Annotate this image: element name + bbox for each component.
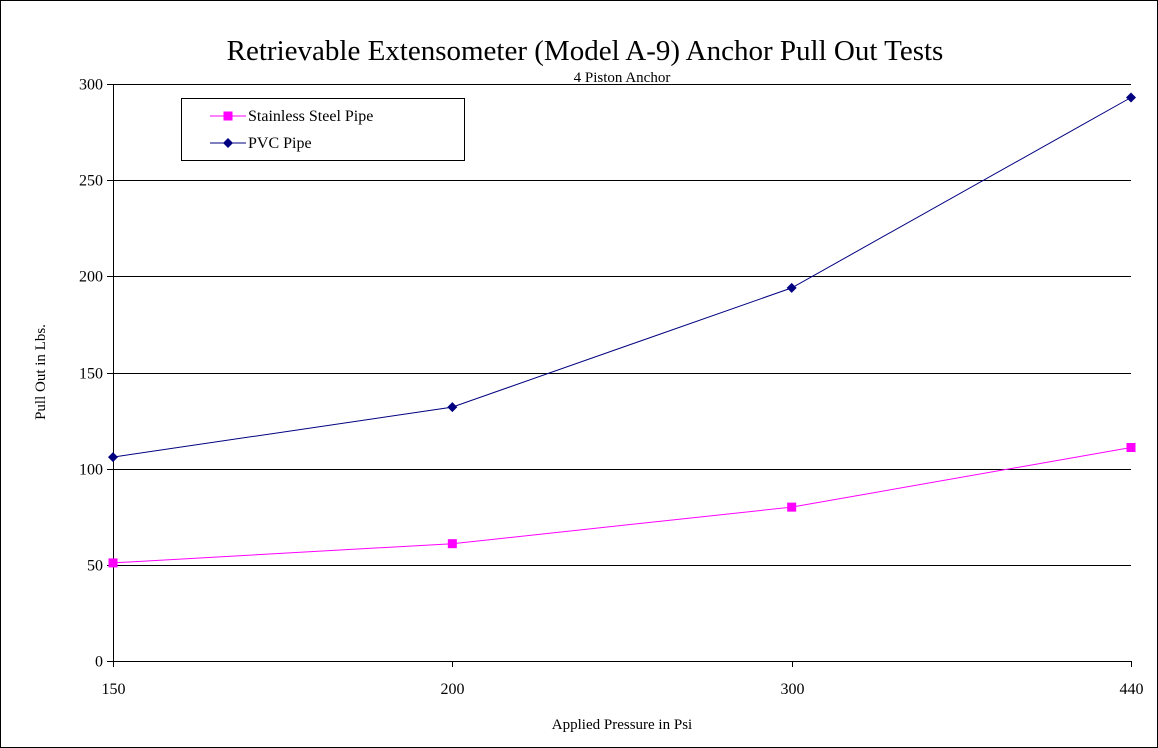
data-point-stainless-steel-pipe [1126, 443, 1136, 453]
data-point-pvc-pipe [447, 402, 458, 413]
x-axis-label: Applied Pressure in Psi [552, 717, 692, 733]
series-line-pvc-pipe [112, 97, 1132, 458]
series-group [108, 92, 1136, 568]
y-axis-label: Pull Out in Lbs. [33, 324, 49, 420]
chart-subtitle: 4 Piston Anchor [574, 70, 671, 86]
y-tick-label: 250 [79, 173, 103, 190]
y-tick-label: 0 [95, 654, 103, 671]
data-point-pvc-pipe [108, 452, 118, 463]
legend-marker-stainless-steel-pipe [223, 111, 233, 121]
legend-label-stainless-steel-pipe: Stainless Steel Pipe [248, 108, 373, 125]
x-tick-label: 300 [781, 681, 805, 698]
series-pvc-pipe [108, 92, 1136, 463]
y-tick-label: 150 [79, 366, 103, 383]
y-tick-label: 50 [87, 558, 103, 575]
series-stainless-steel-pipe [108, 443, 1136, 568]
y-tick-label: 300 [79, 77, 103, 94]
data-point-pvc-pipe [786, 282, 797, 293]
chart-title: Retrievable Extensometer (Model A-9) Anc… [227, 35, 944, 67]
data-point-stainless-steel-pipe [108, 558, 118, 568]
legend-box [181, 98, 465, 161]
legend-label-pvc-pipe: PVC Pipe [248, 135, 312, 152]
y-tick-label: 200 [79, 269, 103, 286]
axes: 0 50 100 150 200 250 300 150 200 300 440 [79, 77, 1144, 699]
data-point-stainless-steel-pipe [447, 539, 457, 549]
x-tick-label: 440 [1120, 681, 1144, 698]
y-tick-label: 100 [79, 462, 103, 479]
data-point-stainless-steel-pipe [787, 502, 797, 512]
series-line-stainless-steel-pipe [112, 447, 1132, 564]
x-tick-label: 150 [102, 681, 126, 698]
legend: Stainless Steel Pipe PVC Pipe [181, 98, 465, 161]
gridlines [113, 84, 1131, 566]
x-tick-label: 200 [441, 681, 465, 698]
data-point-pvc-pipe [1126, 92, 1136, 103]
legend-marker-pvc-pipe [223, 138, 233, 148]
